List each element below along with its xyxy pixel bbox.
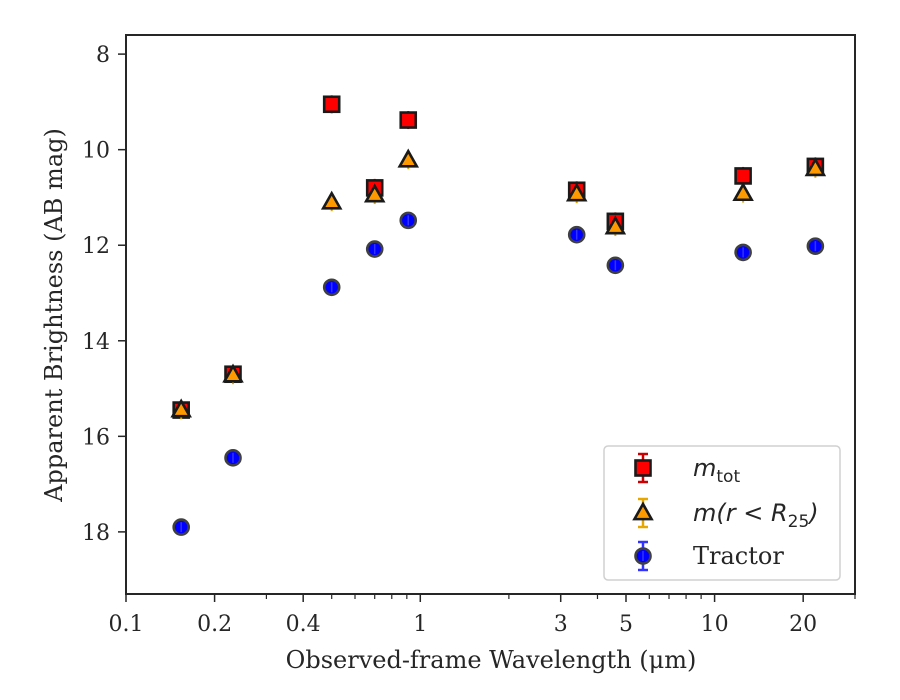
x-tick-label-6: 10 — [701, 612, 729, 637]
plot-area — [125, 34, 856, 595]
data-point-triangle — [363, 183, 386, 203]
legend-item-circle: Tractor — [634, 540, 784, 572]
legend-box — [603, 445, 841, 581]
x-tick-label-1: 0.2 — [197, 612, 232, 637]
data-point-triangle — [732, 181, 754, 202]
data-point-triangle — [320, 190, 343, 210]
x-tick-label-7: 20 — [789, 612, 817, 637]
data-point-triangle — [170, 398, 192, 418]
y-tick-label-3: 14 — [82, 330, 110, 355]
series-circle — [172, 211, 825, 536]
data-point-square — [322, 95, 341, 114]
legend-item-square: mtot — [634, 452, 740, 487]
x-tick-label-4: 3 — [554, 612, 568, 637]
x-tick-label-0: 0.1 — [109, 612, 144, 637]
x-tick-label-3: 1 — [413, 612, 427, 637]
legend: mtot m(r < R25) Tractor — [603, 445, 841, 581]
data-point-triangle — [565, 182, 588, 202]
x-tick-label-5: 5 — [619, 612, 633, 637]
y-tick-label-1: 10 — [82, 139, 110, 164]
y-tick-label-0: 8 — [96, 43, 110, 68]
legend-item-triangle: m(r < R25) — [632, 497, 819, 532]
legend-label-triangle: m(r < R25) — [693, 499, 819, 532]
data-point-square — [734, 167, 752, 185]
y-tick-label-5: 18 — [82, 521, 110, 546]
plot-frame — [125, 34, 856, 595]
data-markers — [170, 95, 827, 536]
legend-marker-triangle — [632, 501, 654, 521]
y-tick-label-2: 12 — [82, 234, 110, 259]
y-tick-label-4: 16 — [82, 425, 110, 450]
data-point-triangle — [804, 157, 827, 177]
legend-label-square: mtot — [693, 454, 740, 487]
y-axis: 8 10 12 14 16 18 — [82, 43, 126, 546]
x-axis-title: Observed-frame Wavelength (μm) — [286, 646, 697, 674]
data-point-square — [399, 111, 418, 129]
legend-marker-square — [634, 459, 652, 477]
legend-label-circle: Tractor — [693, 542, 784, 570]
data-point-triangle — [222, 363, 244, 383]
data-point-triangle — [397, 148, 420, 168]
data-point-triangle — [604, 215, 627, 235]
y-axis-title: Apparent Brightness (AB mag) — [40, 128, 68, 503]
x-tick-label-2: 0.4 — [286, 612, 321, 637]
series-triangle — [170, 148, 827, 420]
x-axis: 0.1 0.2 0.4 1 3 5 10 20 — [109, 594, 856, 637]
